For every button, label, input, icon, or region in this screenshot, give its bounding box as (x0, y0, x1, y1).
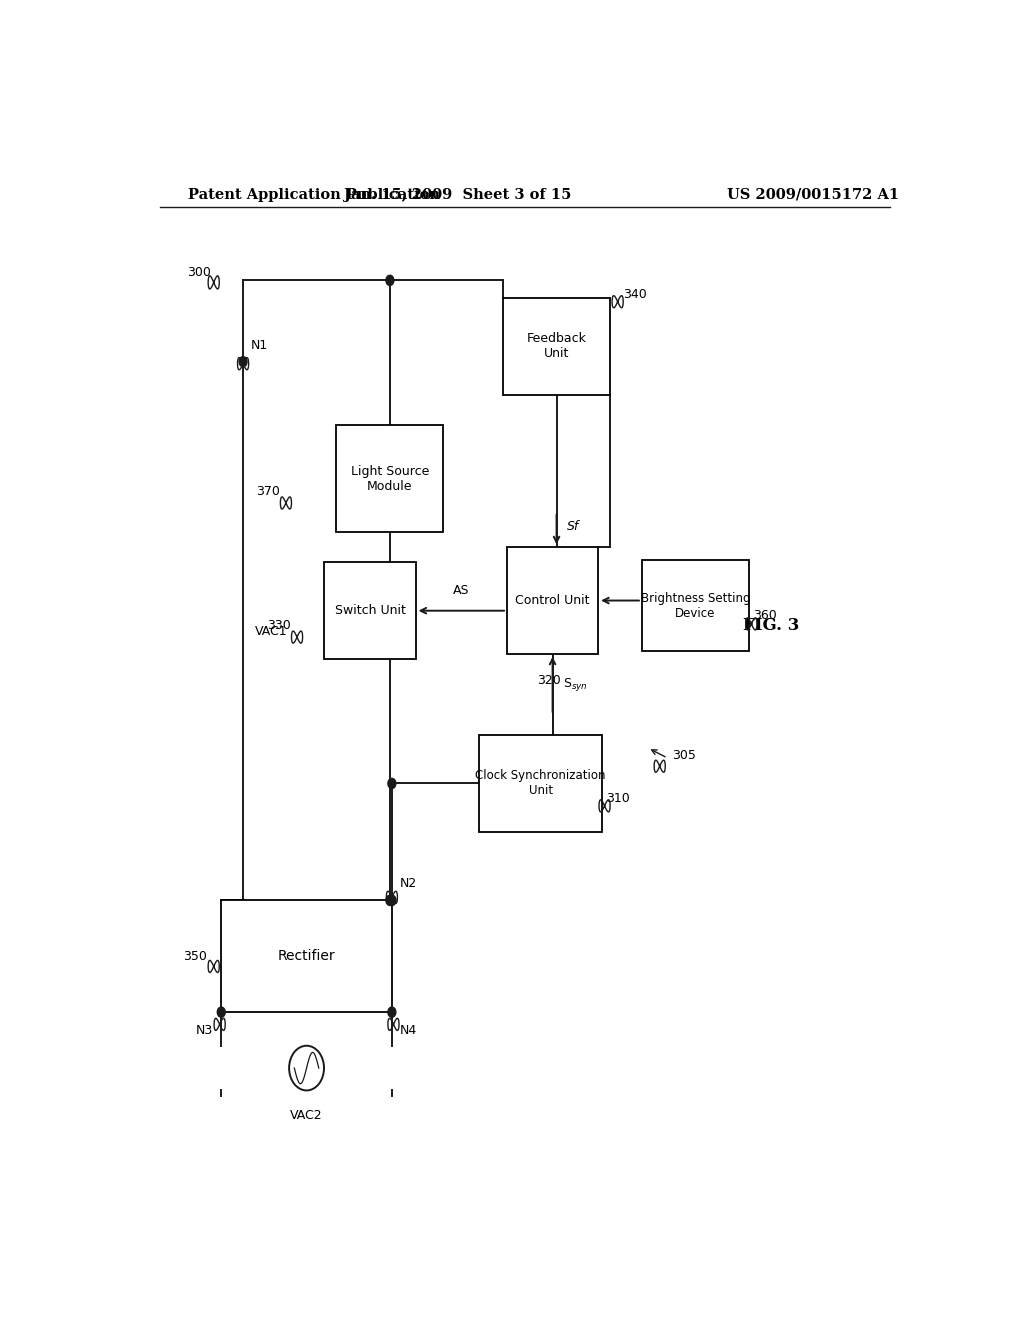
Text: Feedback
Unit: Feedback Unit (526, 333, 587, 360)
Bar (642, 560, 749, 651)
Text: N1: N1 (251, 338, 268, 351)
Text: Control Unit: Control Unit (515, 594, 590, 607)
Text: FIG. 3: FIG. 3 (742, 618, 799, 635)
Circle shape (386, 276, 394, 285)
Text: US 2009/0015172 A1: US 2009/0015172 A1 (727, 187, 899, 202)
Text: VAC2: VAC2 (290, 1109, 323, 1122)
Text: 370: 370 (256, 486, 281, 498)
Text: S$_{syn}$: S$_{syn}$ (563, 676, 588, 693)
Circle shape (388, 1007, 396, 1018)
Text: Switch Unit: Switch Unit (335, 605, 406, 618)
Circle shape (217, 1007, 225, 1018)
Text: N2: N2 (399, 878, 417, 890)
Circle shape (240, 356, 247, 367)
Bar (507, 548, 598, 653)
Text: Jan. 15, 2009  Sheet 3 of 15: Jan. 15, 2009 Sheet 3 of 15 (344, 187, 571, 202)
Text: 330: 330 (267, 619, 291, 632)
Text: N3: N3 (196, 1024, 213, 1038)
Text: Clock Synchronization
Unit: Clock Synchronization Unit (475, 770, 606, 797)
Text: 340: 340 (624, 288, 647, 301)
Text: VAC1: VAC1 (255, 624, 288, 638)
Text: N4: N4 (399, 1024, 417, 1038)
Bar (336, 425, 443, 532)
Text: 310: 310 (606, 792, 630, 805)
Bar (503, 298, 610, 395)
Text: Rectifier: Rectifier (278, 949, 336, 964)
Bar (325, 562, 416, 659)
Bar (479, 735, 602, 832)
Circle shape (388, 895, 396, 906)
Circle shape (386, 895, 394, 906)
Text: AS: AS (453, 585, 470, 598)
Circle shape (388, 895, 396, 906)
Text: 350: 350 (183, 950, 207, 962)
Text: 305: 305 (672, 748, 695, 762)
Text: Patent Application Publication: Patent Application Publication (187, 187, 439, 202)
Text: 360: 360 (753, 610, 777, 622)
Text: 300: 300 (187, 265, 211, 279)
Text: Brightness Setting
Device: Brightness Setting Device (641, 591, 751, 619)
Text: Light Source
Module: Light Source Module (350, 465, 429, 492)
Text: Sf: Sf (567, 520, 580, 533)
Circle shape (388, 779, 396, 788)
Bar (221, 900, 392, 1012)
Text: 320: 320 (537, 675, 560, 688)
